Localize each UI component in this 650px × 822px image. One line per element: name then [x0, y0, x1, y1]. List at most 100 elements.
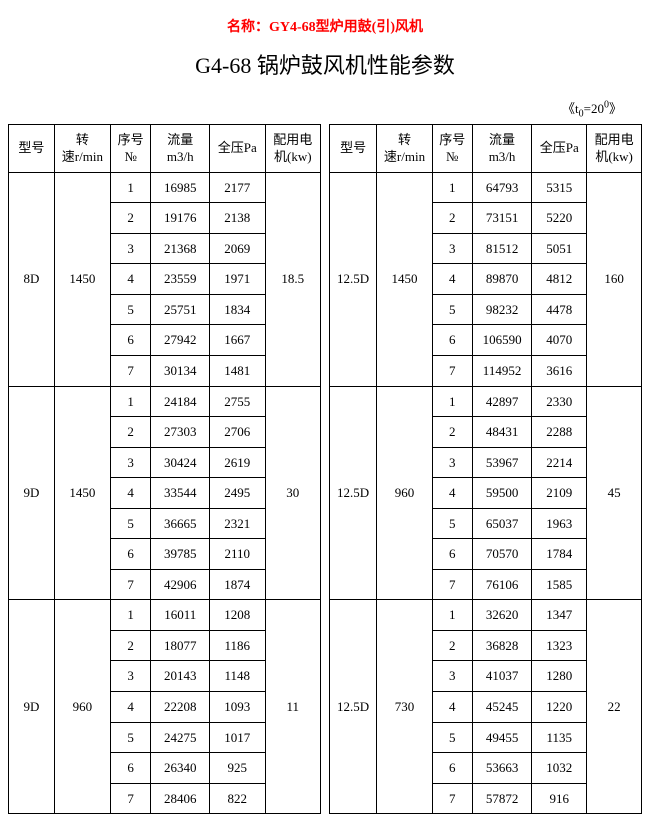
cell-seq: 3 — [110, 233, 150, 264]
cell-flow: 76106 — [472, 569, 532, 600]
cell-seq: 5 — [110, 294, 150, 325]
cell-seq: 4 — [110, 691, 150, 722]
cell-press: 5051 — [532, 233, 587, 264]
cell-seq: 1 — [110, 172, 150, 203]
col-model-header: 型号 — [9, 124, 55, 172]
cell-press: 2619 — [210, 447, 265, 478]
cell-press: 1280 — [532, 661, 587, 692]
cell-seq: 7 — [110, 569, 150, 600]
cell-press: 1585 — [532, 569, 587, 600]
cell-flow: 25751 — [151, 294, 210, 325]
cell-seq: 7 — [432, 569, 472, 600]
col-power-header: 配用电机(kw) — [265, 124, 320, 172]
cell-seq: 6 — [432, 325, 472, 356]
cell-press: 916 — [532, 783, 587, 814]
cell-press: 2495 — [210, 478, 265, 509]
cell-seq: 6 — [110, 753, 150, 784]
cell-press: 1017 — [210, 722, 265, 753]
cell-seq: 4 — [110, 264, 150, 295]
cell-press: 1784 — [532, 539, 587, 570]
cell-flow: 23559 — [151, 264, 210, 295]
cell-flow: 57872 — [472, 783, 532, 814]
cell-power: 11 — [265, 600, 320, 814]
cell-seq: 6 — [110, 325, 150, 356]
col-flow-header: 流量m3/h — [472, 124, 532, 172]
col-press-header: 全压Pa — [210, 124, 265, 172]
cell-seq: 7 — [110, 355, 150, 386]
cell-flow: 89870 — [472, 264, 532, 295]
cell-speed: 960 — [54, 600, 110, 814]
table-row: 12.5D14501647935315160 — [330, 172, 642, 203]
cell-press: 2288 — [532, 417, 587, 448]
cell-seq: 1 — [110, 600, 150, 631]
cell-press: 925 — [210, 753, 265, 784]
cell-flow: 28406 — [151, 783, 210, 814]
cell-flow: 27303 — [151, 417, 210, 448]
cell-power: 30 — [265, 386, 320, 600]
cell-press: 1323 — [532, 630, 587, 661]
cell-flow: 64793 — [472, 172, 532, 203]
cell-power: 22 — [587, 600, 642, 814]
cell-press: 2069 — [210, 233, 265, 264]
cell-flow: 42897 — [472, 386, 532, 417]
cell-seq: 2 — [110, 203, 150, 234]
cell-model: 8D — [9, 172, 55, 386]
cell-seq: 5 — [432, 294, 472, 325]
cell-flow: 32620 — [472, 600, 532, 631]
cell-flow: 41037 — [472, 661, 532, 692]
col-speed-header: 转速r/min — [377, 124, 433, 172]
cell-flow: 20143 — [151, 661, 210, 692]
cell-flow: 30134 — [151, 355, 210, 386]
cell-seq: 5 — [432, 722, 472, 753]
cell-flow: 26340 — [151, 753, 210, 784]
cell-seq: 1 — [432, 386, 472, 417]
cell-power: 45 — [587, 386, 642, 600]
cell-model: 12.5D — [330, 600, 377, 814]
cell-seq: 6 — [110, 539, 150, 570]
cell-press: 3616 — [532, 355, 587, 386]
table-row: 9D1450124184275530 — [9, 386, 321, 417]
tables-wrapper: 型号转速r/min序号№流量m3/h全压Pa配用电机(kw)8D14501169… — [8, 124, 642, 815]
cell-flow: 24275 — [151, 722, 210, 753]
cell-flow: 39785 — [151, 539, 210, 570]
cell-flow: 53967 — [472, 447, 532, 478]
cell-flow: 114952 — [472, 355, 532, 386]
cell-press: 1135 — [532, 722, 587, 753]
cell-flow: 24184 — [151, 386, 210, 417]
note-suffix: 》 — [609, 101, 622, 116]
cell-seq: 3 — [110, 447, 150, 478]
table-row: 12.5D730132620134722 — [330, 600, 642, 631]
cell-press: 1347 — [532, 600, 587, 631]
cell-flow: 53663 — [472, 753, 532, 784]
table-row: 8D1450116985217718.5 — [9, 172, 321, 203]
cell-flow: 36665 — [151, 508, 210, 539]
cell-seq: 6 — [432, 753, 472, 784]
cell-flow: 18077 — [151, 630, 210, 661]
cell-press: 2109 — [532, 478, 587, 509]
cell-seq: 4 — [432, 264, 472, 295]
cell-flow: 42906 — [151, 569, 210, 600]
cell-flow: 59500 — [472, 478, 532, 509]
col-speed-header: 转速r/min — [54, 124, 110, 172]
cell-press: 1220 — [532, 691, 587, 722]
cell-speed: 960 — [377, 386, 433, 600]
cell-model: 12.5D — [330, 172, 377, 386]
cell-power: 18.5 — [265, 172, 320, 386]
cell-flow: 49455 — [472, 722, 532, 753]
cell-seq: 5 — [110, 508, 150, 539]
cell-seq: 1 — [110, 386, 150, 417]
cell-press: 1208 — [210, 600, 265, 631]
cell-power: 160 — [587, 172, 642, 386]
cell-seq: 4 — [432, 691, 472, 722]
product-name-label: 名称： — [227, 20, 269, 35]
cell-press: 2755 — [210, 386, 265, 417]
cell-press: 1834 — [210, 294, 265, 325]
note-mid: =20 — [584, 101, 604, 116]
cell-model: 9D — [9, 600, 55, 814]
cell-flow: 36828 — [472, 630, 532, 661]
cell-flow: 48431 — [472, 417, 532, 448]
col-seq-header: 序号№ — [432, 124, 472, 172]
cell-model: 9D — [9, 386, 55, 600]
cell-press: 2706 — [210, 417, 265, 448]
cell-speed: 730 — [377, 600, 433, 814]
